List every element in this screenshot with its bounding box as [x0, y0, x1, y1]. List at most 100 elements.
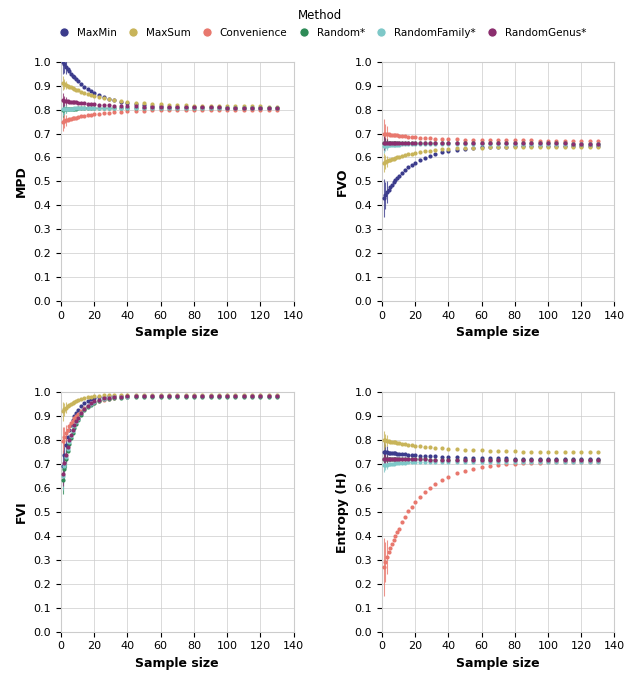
Point — [403, 457, 413, 468]
Point — [493, 454, 503, 465]
Point — [255, 390, 266, 401]
Point — [272, 390, 282, 401]
Point — [576, 135, 586, 146]
Point — [403, 149, 413, 160]
Point — [444, 143, 454, 154]
Point — [94, 395, 104, 406]
Point — [543, 141, 553, 152]
Point — [518, 446, 528, 457]
Point — [390, 437, 400, 448]
Point — [247, 101, 257, 112]
Point — [147, 99, 157, 110]
Point — [264, 389, 274, 400]
Point — [156, 99, 166, 110]
Point — [58, 56, 68, 67]
Point — [255, 390, 266, 401]
Point — [61, 451, 71, 462]
Point — [383, 453, 394, 464]
Point — [430, 138, 440, 149]
Point — [390, 454, 400, 465]
Point — [180, 390, 191, 401]
Point — [63, 80, 73, 91]
Point — [387, 129, 397, 140]
Point — [230, 101, 241, 112]
Point — [58, 77, 68, 88]
Point — [76, 86, 86, 97]
Point — [444, 454, 454, 465]
Point — [378, 562, 388, 573]
Point — [131, 391, 141, 402]
Point — [534, 141, 545, 152]
Point — [214, 390, 224, 401]
Point — [164, 390, 174, 401]
Point — [468, 142, 478, 153]
Point — [406, 457, 417, 468]
Point — [390, 153, 400, 164]
Point — [388, 153, 399, 164]
Point — [551, 455, 561, 466]
Point — [392, 173, 402, 184]
Point — [584, 456, 595, 467]
Point — [403, 454, 413, 465]
Point — [164, 101, 174, 112]
Point — [501, 141, 511, 152]
Point — [71, 407, 81, 418]
Point — [58, 461, 68, 472]
Point — [147, 102, 157, 113]
Point — [64, 66, 74, 77]
Point — [239, 389, 249, 400]
Point — [584, 138, 595, 149]
Point — [222, 102, 232, 113]
Point — [518, 135, 528, 146]
Point — [584, 455, 595, 466]
Point — [69, 413, 79, 424]
Point — [60, 432, 70, 443]
Point — [420, 454, 430, 465]
Point — [436, 456, 447, 467]
Point — [388, 436, 399, 447]
Point — [425, 150, 435, 161]
Point — [460, 456, 470, 467]
Point — [436, 138, 447, 149]
Point — [484, 454, 495, 465]
Point — [222, 102, 232, 113]
Point — [131, 101, 141, 112]
Point — [63, 64, 73, 75]
Point — [230, 102, 241, 113]
Point — [385, 454, 396, 465]
Point — [64, 425, 74, 436]
Point — [576, 140, 586, 151]
Point — [164, 105, 174, 116]
Point — [89, 397, 99, 408]
Point — [86, 86, 96, 97]
Point — [543, 138, 553, 149]
Point — [68, 414, 78, 425]
Point — [430, 133, 440, 144]
Point — [239, 390, 249, 401]
Point — [83, 395, 93, 406]
Point — [66, 97, 76, 108]
Point — [66, 114, 76, 125]
Point — [247, 389, 257, 400]
Point — [444, 138, 454, 149]
Point — [71, 416, 81, 427]
Point — [534, 138, 545, 149]
Point — [378, 140, 388, 151]
Point — [484, 453, 495, 464]
Point — [501, 446, 511, 457]
Point — [551, 457, 561, 468]
Point — [156, 105, 166, 116]
Point — [60, 458, 70, 469]
Point — [436, 443, 447, 453]
Point — [61, 440, 71, 451]
Point — [205, 390, 216, 401]
Point — [89, 391, 99, 402]
Point — [484, 142, 495, 153]
Point — [568, 138, 578, 149]
Point — [72, 395, 83, 406]
Point — [518, 141, 528, 152]
Point — [406, 449, 417, 460]
Point — [420, 441, 430, 452]
Point — [68, 113, 78, 124]
Point — [385, 436, 396, 447]
